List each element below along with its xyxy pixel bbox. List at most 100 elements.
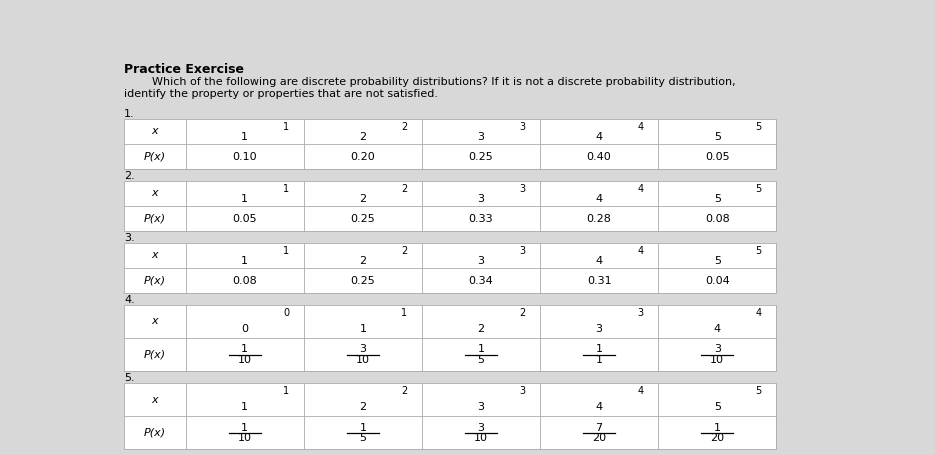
Text: 0.34: 0.34 [468,276,494,286]
Text: 5.: 5. [124,373,135,383]
Text: 1: 1 [283,386,289,396]
Text: 2.: 2. [124,171,135,181]
Text: 4: 4 [596,256,603,266]
Text: P(x): P(x) [144,350,166,359]
Text: 3: 3 [478,194,484,204]
Text: 20: 20 [711,433,725,443]
Bar [124,305,776,371]
Text: 1: 1 [241,132,249,142]
Text: 4: 4 [638,183,643,193]
Text: 1: 1 [359,423,367,433]
Text: 0.08: 0.08 [233,276,257,286]
Text: 10: 10 [474,433,488,443]
Text: 5: 5 [755,386,762,396]
Text: 2: 2 [359,256,367,266]
Text: 0.31: 0.31 [587,276,611,286]
Text: 5: 5 [713,194,721,204]
Text: 3: 3 [478,256,484,266]
Text: 2: 2 [478,324,484,334]
Text: 2: 2 [359,402,367,412]
Bar [124,119,776,169]
Text: 4: 4 [755,308,762,318]
Text: x: x [151,188,158,198]
Text: 3: 3 [713,344,721,354]
Bar [124,243,776,293]
Text: Which of the following are discrete probability distributions? If it is not a di: Which of the following are discrete prob… [124,77,736,99]
Text: P(x): P(x) [144,276,166,286]
Text: 5: 5 [755,246,762,256]
Text: 1: 1 [596,355,603,365]
Text: 0.25: 0.25 [468,152,494,162]
Text: 3: 3 [478,423,484,433]
Text: 0.20: 0.20 [351,152,375,162]
Text: 1: 1 [241,344,249,354]
Bar [124,181,776,231]
Bar [124,243,776,293]
Text: 4: 4 [596,132,603,142]
Text: 0.04: 0.04 [705,276,729,286]
Text: x: x [151,126,158,136]
Text: 4: 4 [596,402,603,412]
Text: 2: 2 [401,246,408,256]
Text: 3: 3 [519,183,525,193]
Text: 0.10: 0.10 [233,152,257,162]
Text: 3: 3 [519,121,525,131]
Text: Practice Exercise: Practice Exercise [124,63,244,76]
Text: 1: 1 [241,423,249,433]
Text: 3: 3 [638,308,643,318]
Text: 5: 5 [359,433,367,443]
Text: 4: 4 [713,324,721,334]
Text: 1: 1 [241,402,249,412]
Text: P(x): P(x) [144,428,166,438]
Text: 1: 1 [283,246,289,256]
Text: 1: 1 [283,183,289,193]
Text: 2: 2 [519,308,525,318]
Text: 3: 3 [359,344,367,354]
Text: 4.: 4. [124,295,135,305]
Text: 1: 1 [596,344,603,354]
Text: 1: 1 [283,121,289,131]
Text: 5: 5 [755,121,762,131]
Bar [124,383,776,450]
Text: 0.08: 0.08 [705,213,729,223]
Text: 1.: 1. [124,109,135,119]
Text: 1: 1 [401,308,408,318]
Bar [124,383,776,450]
Text: 3: 3 [596,324,603,334]
Bar [124,119,776,169]
Text: 0: 0 [241,324,249,334]
Text: x: x [151,316,158,326]
Text: 3: 3 [519,246,525,256]
Text: 1: 1 [713,423,721,433]
Text: 4: 4 [638,121,643,131]
Text: 10: 10 [356,355,370,365]
Text: x: x [151,394,158,404]
Text: 3: 3 [519,386,525,396]
Text: 4: 4 [638,386,643,396]
Text: 4: 4 [596,194,603,204]
Text: 10: 10 [237,355,252,365]
Text: 3.: 3. [124,233,135,243]
Text: 1: 1 [241,256,249,266]
Text: 5: 5 [713,256,721,266]
Text: 5: 5 [478,355,484,365]
Text: 1: 1 [241,194,249,204]
Text: 0.05: 0.05 [705,152,729,162]
Text: 3: 3 [478,132,484,142]
Text: 10: 10 [711,355,725,365]
Text: 0.40: 0.40 [587,152,611,162]
Text: 2: 2 [359,132,367,142]
Text: 0.33: 0.33 [468,213,494,223]
Text: 0.28: 0.28 [586,213,611,223]
Text: 2: 2 [401,386,408,396]
Text: 0: 0 [283,308,289,318]
Text: 5: 5 [755,183,762,193]
Text: 3: 3 [478,402,484,412]
Text: 0.25: 0.25 [351,276,375,286]
Text: 20: 20 [592,433,606,443]
Text: 1: 1 [359,324,367,334]
Text: P(x): P(x) [144,152,166,162]
Text: 2: 2 [401,121,408,131]
Bar [124,181,776,231]
Text: 1: 1 [478,344,484,354]
